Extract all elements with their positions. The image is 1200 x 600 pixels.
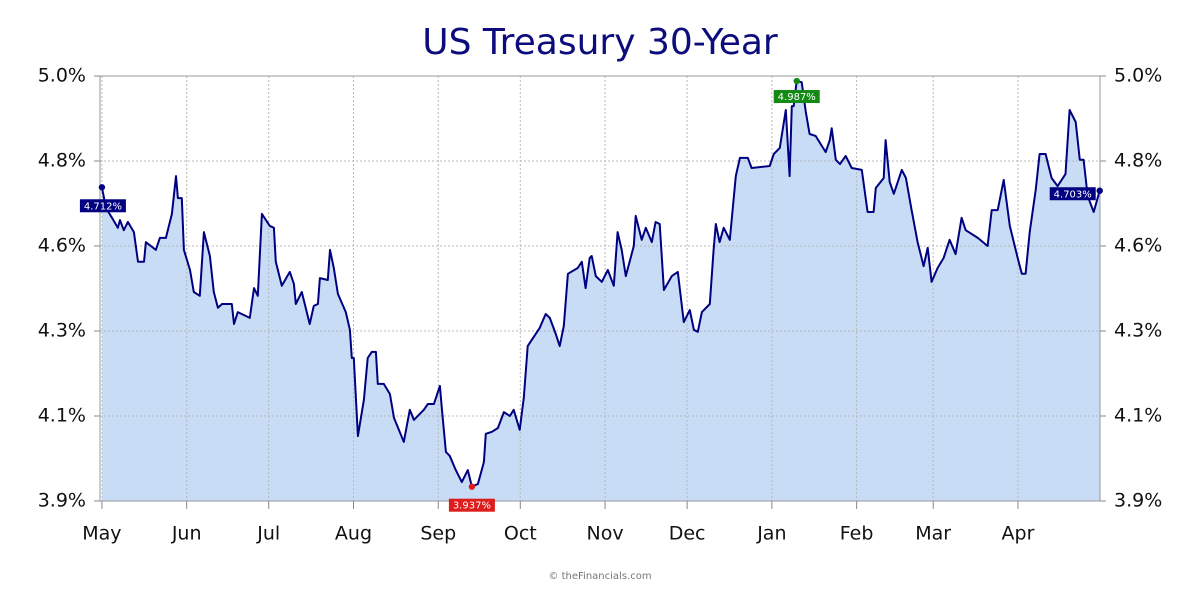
y-tick-label: 4.8%	[38, 150, 86, 172]
y2-tick-label: 4.6%	[1114, 235, 1162, 257]
annotation-box	[773, 90, 820, 104]
x-tick-label: Sep	[420, 523, 456, 545]
y-tick-label: 4.1%	[38, 405, 86, 427]
annotation-label: 4.712%	[84, 201, 122, 212]
annotation-marker	[1096, 187, 1103, 194]
y-tick-label: 4.6%	[38, 235, 86, 257]
chart-title: US Treasury 30-Year	[422, 22, 778, 63]
plot-border	[99, 75, 1101, 502]
x-tick-label: Jan	[756, 523, 786, 545]
area-fill	[101, 81, 1100, 501]
annotation-label: 3.937%	[453, 501, 491, 512]
x-tick-label: Jul	[256, 523, 280, 545]
x-tick-label: Mar	[915, 523, 951, 545]
annotation-box	[1049, 187, 1096, 201]
x-tick-label: Nov	[587, 523, 624, 545]
line	[100, 80, 1101, 488]
y-tick-label: 5.0%	[38, 65, 86, 87]
y2-tick-label: 4.8%	[1114, 150, 1162, 172]
y2-tick-label: 5.0%	[1114, 65, 1162, 87]
x-tick-label: Feb	[840, 523, 874, 545]
y2-tick-label: 4.3%	[1114, 320, 1162, 342]
x-tick-label: May	[82, 523, 121, 545]
annotation-label: 4.987%	[778, 92, 816, 103]
annotation-box	[79, 199, 126, 213]
annotation-marker	[468, 483, 476, 490]
annotation-label: 4.703%	[1054, 189, 1092, 200]
x-tick-label: Dec	[669, 523, 706, 545]
annotation-marker	[98, 184, 106, 191]
y2-tick-label: 3.9%	[1114, 490, 1162, 512]
x-tick-label: Jun	[171, 523, 202, 545]
footer: © theFinancials.com	[548, 571, 651, 582]
y-tick-label: 3.9%	[38, 490, 86, 512]
y-tick-label: 4.3%	[38, 320, 86, 342]
annotation-marker	[793, 77, 800, 85]
x-tick-label: Oct	[504, 523, 537, 545]
x-tick-label: Aug	[335, 523, 372, 545]
annotation-box	[448, 498, 495, 512]
y2-tick-label: 4.1%	[1114, 405, 1162, 427]
x-tick-label: Apr	[1002, 523, 1035, 545]
